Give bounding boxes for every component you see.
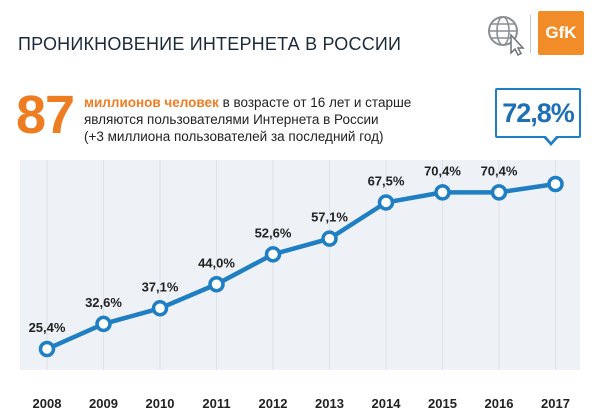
headline-highlight: миллионов человек [84,95,219,110]
data-point [208,276,225,293]
latest-value-callout: 72,8% [495,88,581,138]
data-label: 44,0% [198,255,235,270]
plot-background [20,160,580,370]
x-tick-label: 2008 [33,396,62,411]
series-polyline [46,181,556,352]
x-tick-label: 2015 [428,396,457,411]
data-label: 25,4% [29,320,66,335]
data-label: 70,4% [481,163,518,178]
data-point [264,246,282,263]
series-line [38,175,564,358]
grid-lines [46,160,556,370]
x-tick-label: 2010 [146,396,175,411]
data-point [95,315,112,333]
data-point [377,194,395,211]
x-tick-label: 2016 [485,396,514,411]
big-number: 87 [16,85,75,145]
headline-text: миллионов человек в возрасте от 16 лет и… [84,94,444,145]
x-tick-label: 2013 [315,396,344,411]
x-tick-label: 2014 [372,396,402,411]
data-point [490,184,508,201]
data-label: 57,1% [311,210,348,225]
x-tick-label: 2012 [259,396,288,411]
data-point [434,184,451,201]
data-label: 52,6% [255,225,292,240]
callout-pointer-fill [545,135,557,142]
x-tick-label: 2011 [202,396,230,411]
data-label: 70,4% [424,163,461,178]
headline-line1: в возрасте от 16 лет и старше [218,95,412,110]
gfk-logo: GfK [538,11,584,55]
icon-divider [530,15,531,53]
latest-value: 72,8% [502,98,575,128]
globe-cursor-icon [488,16,525,57]
header-icons: GfK [484,11,594,61]
x-tick-label: 2017 [541,396,570,411]
data-point [151,300,169,317]
data-label: 32,6% [85,295,122,310]
data-label: 37,1% [142,279,179,294]
headline-line2: являются пользователями Интернета в Росс… [84,112,379,127]
data-point [321,230,338,247]
headline-line3: (+3 миллиона пользователей за последний … [84,129,384,144]
data-label: 67,5% [368,173,405,188]
x-tick-labels: 2008 2009 2010 2011 2012 2013 2014 2015 2016 2017 [33,396,570,411]
x-tick-label: 2009 [89,396,118,411]
data-labels: 25,4% 32,6% 37,1% 44,0% 52,6% 57,1% 67,5% 70,4%… [29,163,518,335]
data-point [547,175,564,193]
page-title: ПРОНИКНОВЕНИЕ ИНТЕРНЕТА В РОССИИ [18,34,402,54]
data-point [38,340,56,358]
